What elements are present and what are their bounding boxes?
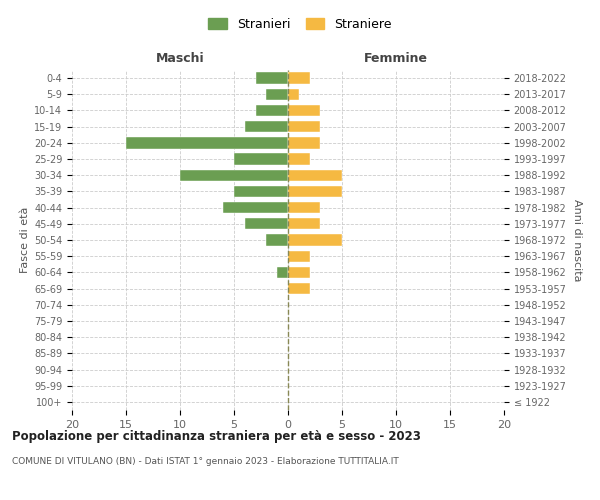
Bar [288, 121, 320, 132]
Bar [234, 154, 288, 164]
Text: Maschi: Maschi [155, 52, 205, 65]
Bar [288, 170, 342, 181]
Bar [266, 234, 288, 246]
Bar [288, 72, 310, 84]
Bar [266, 88, 288, 100]
Y-axis label: Anni di nascita: Anni di nascita [572, 198, 582, 281]
Bar [288, 283, 310, 294]
Bar [288, 218, 320, 230]
Bar [288, 250, 310, 262]
Bar [245, 121, 288, 132]
Bar [288, 186, 342, 197]
Bar [288, 105, 320, 116]
Bar [288, 234, 342, 246]
Text: Popolazione per cittadinanza straniera per età e sesso - 2023: Popolazione per cittadinanza straniera p… [12, 430, 421, 443]
Text: COMUNE DI VITULANO (BN) - Dati ISTAT 1° gennaio 2023 - Elaborazione TUTTITALIA.I: COMUNE DI VITULANO (BN) - Dati ISTAT 1° … [12, 458, 399, 466]
Bar [256, 72, 288, 84]
Bar [288, 266, 310, 278]
Bar [245, 218, 288, 230]
Y-axis label: Fasce di età: Fasce di età [20, 207, 30, 273]
Bar [288, 88, 299, 100]
Bar [223, 202, 288, 213]
Bar [180, 170, 288, 181]
Bar [234, 186, 288, 197]
Bar [288, 202, 320, 213]
Legend: Stranieri, Straniere: Stranieri, Straniere [202, 11, 398, 37]
Bar [256, 105, 288, 116]
Text: Femmine: Femmine [364, 52, 428, 65]
Bar [288, 137, 320, 148]
Bar [126, 137, 288, 148]
Bar [277, 266, 288, 278]
Bar [288, 154, 310, 164]
